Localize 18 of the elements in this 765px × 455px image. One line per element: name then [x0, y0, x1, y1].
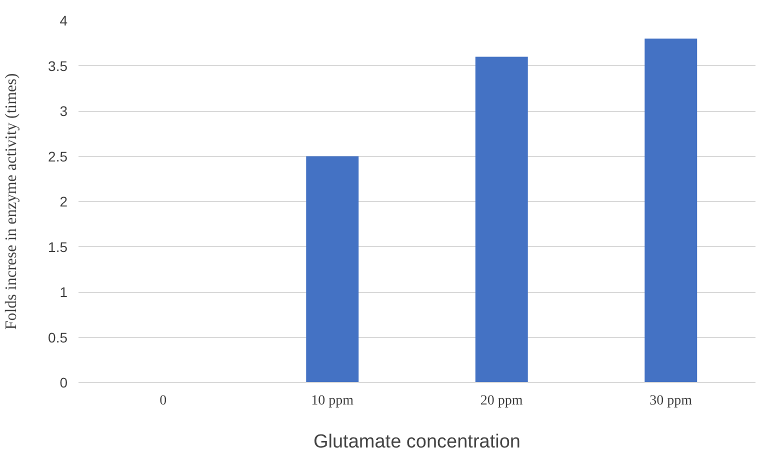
x-tick-label: 10 ppm	[311, 394, 354, 408]
x-axis-title: Glutamate concentration	[313, 432, 521, 452]
y-tick-label: 4	[60, 12, 68, 28]
x-tick-label: 30 ppm	[650, 394, 692, 408]
x-tick-label: 0	[160, 394, 167, 408]
y-tick-label: 3	[60, 103, 68, 119]
y-tick-label: 3.5	[48, 58, 68, 74]
y-tick-label: 0.5	[48, 329, 68, 346]
y-tick-label: 1	[60, 284, 68, 300]
bar	[644, 38, 698, 382]
bar	[306, 156, 359, 382]
bar	[475, 56, 528, 382]
y-tick-label: 0	[60, 374, 68, 390]
y-tick-label: 2	[60, 194, 68, 210]
y-axis-title: Folds increse in enzyme activity (times)	[3, 73, 20, 330]
y-tick-label: 2.5	[48, 148, 68, 164]
x-tick-label: 20 ppm	[480, 394, 523, 408]
y-tick-label: 1.5	[48, 238, 68, 255]
